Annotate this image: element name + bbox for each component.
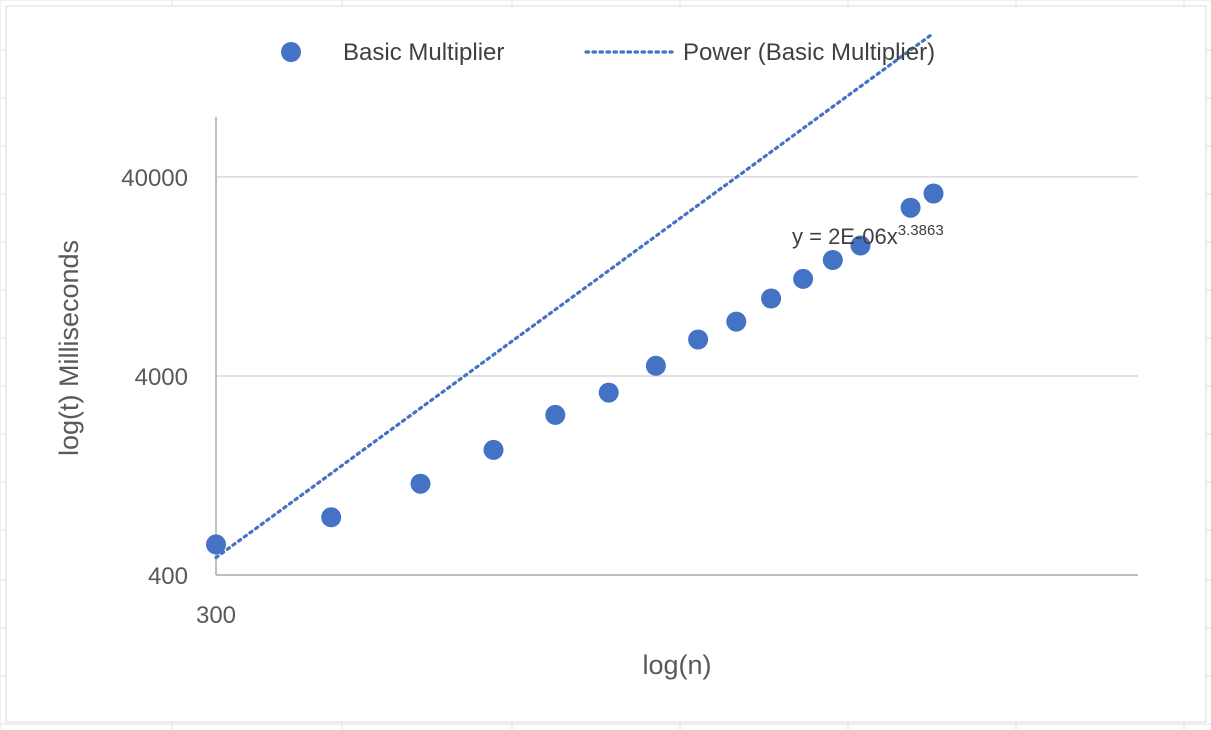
data-points xyxy=(206,183,944,555)
x-axis-ticks: 300 xyxy=(196,602,236,629)
y-axis-ticks: 400 4000 40000 xyxy=(121,165,188,590)
gridlines xyxy=(216,176,1138,377)
data-point[interactable] xyxy=(545,404,566,425)
data-point[interactable] xyxy=(726,311,747,332)
data-point[interactable] xyxy=(483,439,504,460)
legend-marker-circle xyxy=(281,42,301,62)
y-tick-label: 400 xyxy=(148,563,188,590)
data-point[interactable] xyxy=(793,268,814,289)
data-point[interactable] xyxy=(900,197,921,218)
legend-label-basic-multiplier: Basic Multiplier xyxy=(343,39,504,66)
trendline-equation: y = 2E-06x3.3863 xyxy=(792,222,944,249)
legend[interactable]: Basic Multiplier Power (Basic Multiplier… xyxy=(281,39,935,66)
trendline-equation-exponent: 3.3863 xyxy=(898,222,944,239)
y-tick-label: 40000 xyxy=(121,165,188,192)
data-point[interactable] xyxy=(598,382,619,403)
data-point[interactable] xyxy=(688,329,709,350)
data-point[interactable] xyxy=(645,355,666,376)
data-point[interactable] xyxy=(761,288,782,309)
data-point[interactable] xyxy=(822,250,843,270)
data-point[interactable] xyxy=(206,534,226,555)
data-point[interactable] xyxy=(850,235,871,256)
x-axis-title: log(n) xyxy=(642,650,711,680)
x-tick-label: 300 xyxy=(196,602,236,629)
trendline-equation-base: y = 2E-06x xyxy=(792,224,898,249)
power-trendline[interactable] xyxy=(214,31,936,560)
legend-label-power-trendline: Power (Basic Multiplier) xyxy=(683,39,935,66)
data-point[interactable] xyxy=(410,473,431,494)
data-point[interactable] xyxy=(321,507,342,528)
data-point[interactable] xyxy=(923,183,944,204)
y-tick-label: 4000 xyxy=(135,364,188,391)
chart-area[interactable] xyxy=(5,5,1207,723)
y-axis-title: log(t) Milliseconds xyxy=(54,240,84,456)
